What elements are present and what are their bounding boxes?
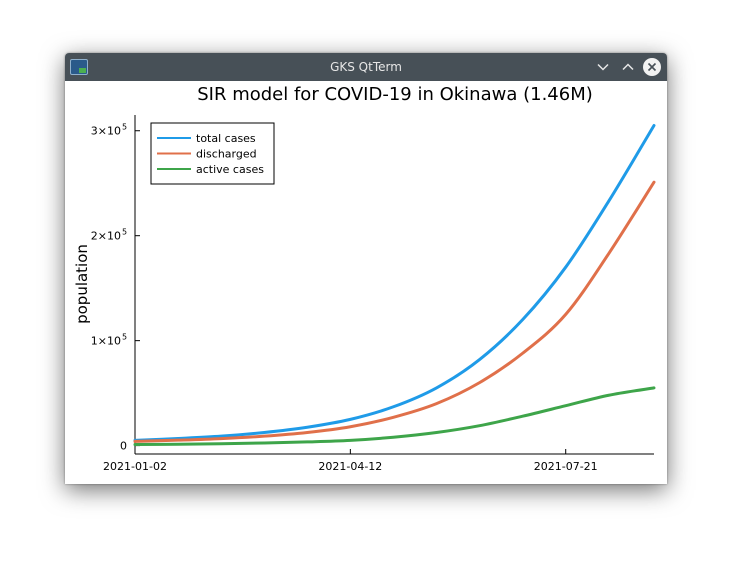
y-tick-label: 2×10 xyxy=(91,230,121,243)
series-line-active-cases xyxy=(133,386,656,447)
x-tick-label: 2021-07-21 xyxy=(534,460,598,473)
y-axis-label: population xyxy=(73,244,91,324)
legend-label: discharged xyxy=(196,148,257,161)
y-tick-exponent: 5 xyxy=(122,123,127,132)
maximize-button[interactable] xyxy=(618,57,638,77)
title-bar[interactable]: GKS QtTerm xyxy=(65,53,667,81)
series-lines xyxy=(133,123,656,447)
y-tick-label: 3×10 xyxy=(91,125,121,138)
window-title: GKS QtTerm xyxy=(330,60,402,74)
y-tick-label: 0 xyxy=(120,440,127,453)
x-tick-label: 2021-04-12 xyxy=(318,460,382,473)
chevron-down-icon xyxy=(597,63,609,71)
sir-chart: SIR model for COVID-19 in Okinawa (1.46M… xyxy=(73,84,656,473)
close-icon xyxy=(643,58,661,76)
y-tick-exponent: 5 xyxy=(122,228,127,237)
x-ticks: 2021-01-02 2021-04-12 2021-07-21 xyxy=(103,449,598,473)
legend-label: total cases xyxy=(196,132,256,145)
axes xyxy=(134,115,654,455)
plot-area: SIR model for COVID-19 in Okinawa (1.46M… xyxy=(65,81,667,484)
close-button[interactable] xyxy=(642,57,662,77)
chart-title: SIR model for COVID-19 in Okinawa (1.46M… xyxy=(197,84,593,105)
y-ticks: 01×10 52×10 53×10 5 xyxy=(91,123,140,453)
app-icon[interactable] xyxy=(70,59,88,75)
y-tick-exponent: 5 xyxy=(122,333,127,342)
legend: total cases discharged active cases xyxy=(150,122,275,185)
chevron-up-icon xyxy=(622,63,634,71)
y-tick-label: 1×10 xyxy=(91,335,121,348)
minimize-button[interactable] xyxy=(593,57,613,77)
x-tick-label: 2021-01-02 xyxy=(103,460,167,473)
gks-window: GKS QtTerm SIR model for COVID-19 in Oki… xyxy=(65,53,667,484)
series-line-discharged xyxy=(133,180,656,443)
legend-label: active cases xyxy=(196,163,264,176)
series-line-total-cases xyxy=(133,123,656,442)
